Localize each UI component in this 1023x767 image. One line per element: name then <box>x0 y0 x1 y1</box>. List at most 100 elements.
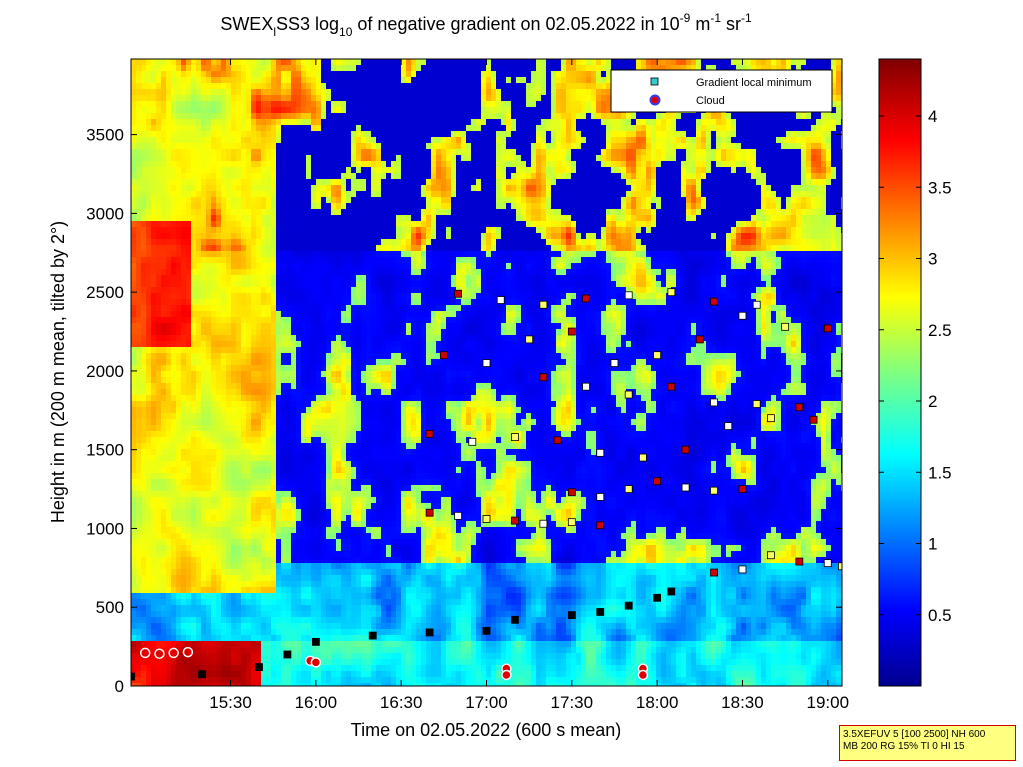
heatmap-cell <box>186 467 191 473</box>
heatmap-cell <box>136 329 141 335</box>
heatmap-cell <box>201 617 206 623</box>
heatmap-cell <box>276 419 281 425</box>
heatmap-cell <box>346 635 351 641</box>
heatmap-cell <box>221 545 226 551</box>
heatmap-cell <box>361 623 366 629</box>
heatmap-cell <box>156 257 161 263</box>
heatmap-cell <box>281 407 286 413</box>
heatmap-cell <box>151 233 156 239</box>
heatmap-cell <box>366 389 371 395</box>
heatmap-cell <box>356 251 361 257</box>
heatmap-cell <box>361 311 366 317</box>
heatmap-cell <box>131 455 136 461</box>
heatmap-cell <box>211 575 216 581</box>
heatmap-cell <box>256 479 261 485</box>
heatmap-cell <box>306 101 311 107</box>
heatmap-cell <box>351 665 356 671</box>
heatmap-cell <box>261 299 266 305</box>
heatmap-cell <box>306 503 311 509</box>
heatmap-cell <box>301 191 306 197</box>
heatmap-cell <box>226 461 231 467</box>
heatmap-cell <box>341 503 346 509</box>
heatmap-cell <box>331 497 336 503</box>
heatmap-cell <box>171 539 176 545</box>
heatmap-cell <box>256 419 261 425</box>
heatmap-cell <box>311 281 316 287</box>
heatmap-cell <box>361 383 366 389</box>
heatmap-cell <box>246 485 251 491</box>
heatmap-cell <box>136 161 141 167</box>
heatmap-cell <box>281 467 286 473</box>
heatmap-cell <box>256 185 261 191</box>
heatmap-cell <box>186 479 191 485</box>
heatmap-cell <box>361 407 366 413</box>
heatmap-cell <box>151 143 156 149</box>
heatmap-cell <box>161 431 166 437</box>
heatmap-cell <box>306 347 311 353</box>
heatmap-cell <box>171 581 176 587</box>
heatmap-cell <box>311 521 316 527</box>
heatmap-cell <box>196 71 201 77</box>
heatmap-cell <box>241 107 246 113</box>
heatmap-cell <box>186 299 191 305</box>
heatmap-cell <box>181 353 186 359</box>
heatmap-cell <box>286 515 291 521</box>
heatmap-cell <box>351 233 356 239</box>
heatmap-cell <box>306 365 311 371</box>
heatmap-cell <box>271 113 276 119</box>
heatmap-cell <box>336 611 341 617</box>
heatmap-cell <box>186 665 191 671</box>
heatmap-cell <box>291 329 296 335</box>
heatmap-cell <box>261 95 266 101</box>
heatmap-cell <box>201 203 206 209</box>
heatmap-cell <box>141 557 146 563</box>
heatmap-cell <box>311 287 316 293</box>
heatmap-cell <box>351 605 356 611</box>
heatmap-cell <box>236 77 241 83</box>
heatmap-cell <box>166 389 171 395</box>
heatmap-cell <box>311 323 316 329</box>
heatmap-cell <box>251 509 256 515</box>
heatmap-cell <box>216 515 221 521</box>
heatmap-cell <box>216 221 221 227</box>
heatmap-cell <box>131 383 136 389</box>
heatmap-cell <box>151 167 156 173</box>
heatmap-cell <box>321 215 326 221</box>
heatmap-cell <box>301 83 306 89</box>
heatmap-cell <box>256 389 261 395</box>
heatmap-cell <box>286 323 291 329</box>
heatmap-cell <box>211 221 216 227</box>
heatmap-cell <box>281 131 286 137</box>
heatmap-cell <box>231 593 236 599</box>
heatmap-cell <box>331 149 336 155</box>
heatmap-cell <box>366 119 371 125</box>
heatmap-cell <box>331 59 336 65</box>
heatmap-cell <box>151 293 156 299</box>
heatmap-cell <box>236 413 241 419</box>
heatmap-cell <box>321 539 326 545</box>
heatmap-cell <box>266 611 271 617</box>
heatmap-cell <box>236 419 241 425</box>
heatmap-cell <box>146 587 151 593</box>
heatmap-cell <box>261 137 266 143</box>
heatmap-cell <box>151 653 156 659</box>
heatmap-cell <box>316 203 321 209</box>
heatmap-cell <box>316 293 321 299</box>
heatmap-cell <box>156 497 161 503</box>
heatmap-cell <box>256 641 261 647</box>
heatmap-cell <box>326 461 331 467</box>
heatmap-cell <box>316 581 321 587</box>
heatmap-cell <box>366 65 371 71</box>
heatmap-cell <box>281 629 286 635</box>
heatmap-cell <box>261 317 266 323</box>
heatmap-cell <box>256 113 261 119</box>
heatmap-cell <box>221 497 226 503</box>
heatmap-cell <box>281 101 286 107</box>
heatmap-cell <box>331 161 336 167</box>
heatmap-cell <box>131 581 136 587</box>
heatmap-cell <box>341 497 346 503</box>
heatmap-cell <box>286 107 291 113</box>
heatmap-cell <box>336 383 341 389</box>
heatmap-cell <box>221 473 226 479</box>
heatmap-cell <box>316 623 321 629</box>
